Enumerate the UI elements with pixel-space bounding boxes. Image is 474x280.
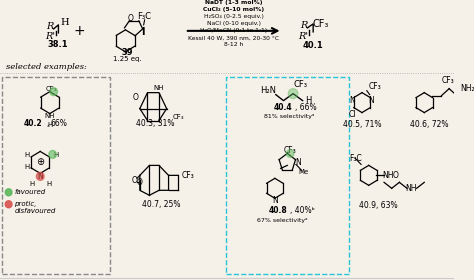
Text: H: H — [47, 122, 53, 127]
Text: favoured: favoured — [14, 189, 46, 195]
Text: R': R' — [299, 32, 309, 41]
Circle shape — [286, 150, 294, 157]
Text: O: O — [131, 176, 137, 185]
Text: Cl: Cl — [349, 110, 356, 119]
Text: disfavoured: disfavoured — [14, 208, 56, 214]
Text: H: H — [53, 152, 58, 158]
Circle shape — [5, 201, 12, 208]
Text: H₂N: H₂N — [260, 86, 276, 95]
Text: N: N — [37, 172, 43, 181]
Text: H₂SO₄ (0-2.5 equiv.): H₂SO₄ (0-2.5 equiv.) — [204, 14, 264, 19]
Text: O: O — [128, 14, 133, 24]
Text: 66%: 66% — [51, 119, 68, 128]
Circle shape — [36, 172, 44, 180]
Text: Kessil 40 W, 390 nm, 20-30 °C: Kessil 40 W, 390 nm, 20-30 °C — [188, 35, 279, 40]
Text: R: R — [300, 21, 307, 30]
Text: N: N — [349, 96, 356, 105]
Text: F₃C: F₃C — [137, 12, 152, 21]
Text: O: O — [392, 171, 399, 180]
Text: R': R' — [45, 32, 55, 41]
Text: 39: 39 — [122, 48, 133, 57]
Text: H: H — [305, 96, 311, 105]
Text: 40.5, 71%: 40.5, 71% — [343, 120, 381, 129]
Circle shape — [49, 150, 56, 158]
Circle shape — [50, 88, 57, 96]
Text: H₂O/MeCN (9:1 to 1:1): H₂O/MeCN (9:1 to 1:1) — [200, 28, 267, 33]
Text: +: + — [73, 24, 85, 38]
Text: N: N — [37, 172, 43, 181]
Text: CuCl₂ (5-10 mol%): CuCl₂ (5-10 mol%) — [203, 8, 264, 12]
Text: I: I — [141, 27, 145, 37]
Text: NH: NH — [154, 85, 164, 91]
Text: CF₃: CF₃ — [46, 86, 57, 92]
Text: H: H — [24, 164, 29, 171]
Circle shape — [5, 189, 12, 196]
Text: NH₂: NH₂ — [461, 84, 474, 93]
Text: 40.1: 40.1 — [303, 41, 324, 50]
Circle shape — [288, 89, 298, 99]
Text: 67% selectivityᵃ: 67% selectivityᵃ — [257, 218, 308, 223]
Text: N: N — [295, 158, 301, 167]
Text: 40.6, 72%: 40.6, 72% — [410, 120, 448, 129]
Text: N: N — [369, 96, 374, 105]
Text: 40.9, 63%: 40.9, 63% — [359, 201, 398, 210]
Text: Me: Me — [299, 169, 309, 175]
Text: NaCl (0-10 equiv.): NaCl (0-10 equiv.) — [207, 21, 261, 26]
Text: N: N — [272, 196, 278, 205]
Text: CF₃: CF₃ — [284, 146, 297, 155]
Text: H: H — [29, 181, 34, 187]
Text: protic,: protic, — [14, 201, 37, 207]
Text: R: R — [46, 22, 54, 31]
Text: 40.2: 40.2 — [23, 119, 42, 128]
Text: 38.1: 38.1 — [47, 40, 68, 49]
Text: 40.7, 25%: 40.7, 25% — [142, 200, 180, 209]
Text: , 66%: , 66% — [295, 103, 317, 112]
Text: CF₃: CF₃ — [313, 19, 329, 29]
Text: NH: NH — [382, 171, 393, 180]
Text: NH: NH — [405, 184, 417, 193]
Text: H: H — [61, 18, 69, 27]
Text: 81% selectivityᵃ: 81% selectivityᵃ — [264, 114, 314, 119]
Text: CF₃: CF₃ — [182, 171, 195, 180]
Text: O: O — [137, 178, 143, 187]
Text: NaDT (1-3 mol%): NaDT (1-3 mol%) — [205, 1, 263, 5]
Text: CF₃: CF₃ — [173, 114, 184, 120]
Text: H: H — [46, 181, 52, 187]
Text: CF₃: CF₃ — [442, 76, 455, 85]
Text: selected examples:: selected examples: — [6, 63, 87, 71]
Text: 40.4: 40.4 — [274, 103, 293, 112]
Text: , 40%ᵇ: , 40%ᵇ — [290, 206, 315, 215]
Text: 40.3, 31%: 40.3, 31% — [136, 119, 174, 128]
Text: CF₃: CF₃ — [294, 80, 308, 89]
Text: 1.25 eq.: 1.25 eq. — [113, 56, 142, 62]
Text: CF₃: CF₃ — [369, 82, 382, 91]
Text: NH: NH — [45, 113, 55, 118]
Text: ⊕: ⊕ — [36, 157, 44, 167]
Text: O: O — [133, 93, 139, 102]
Text: ,: , — [47, 119, 49, 128]
Text: 40.8: 40.8 — [268, 206, 287, 215]
Text: F₃C: F₃C — [349, 154, 362, 163]
Text: H: H — [24, 152, 29, 158]
Text: 8-12 h: 8-12 h — [224, 42, 243, 47]
